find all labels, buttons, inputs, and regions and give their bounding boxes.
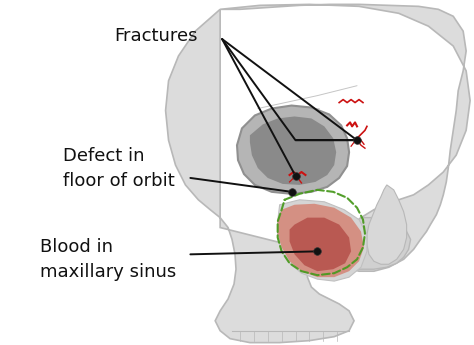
Polygon shape [237,106,349,194]
Polygon shape [220,4,470,271]
Polygon shape [290,218,351,271]
Text: Blood in
maxillary sinus: Blood in maxillary sinus [40,238,176,281]
Polygon shape [329,218,410,269]
Text: Defect in
floor of orbit: Defect in floor of orbit [64,147,175,189]
Text: Fractures: Fractures [114,27,197,45]
Polygon shape [278,200,367,281]
Polygon shape [278,204,364,277]
Polygon shape [250,117,336,185]
Polygon shape [367,185,407,264]
Polygon shape [165,9,354,343]
